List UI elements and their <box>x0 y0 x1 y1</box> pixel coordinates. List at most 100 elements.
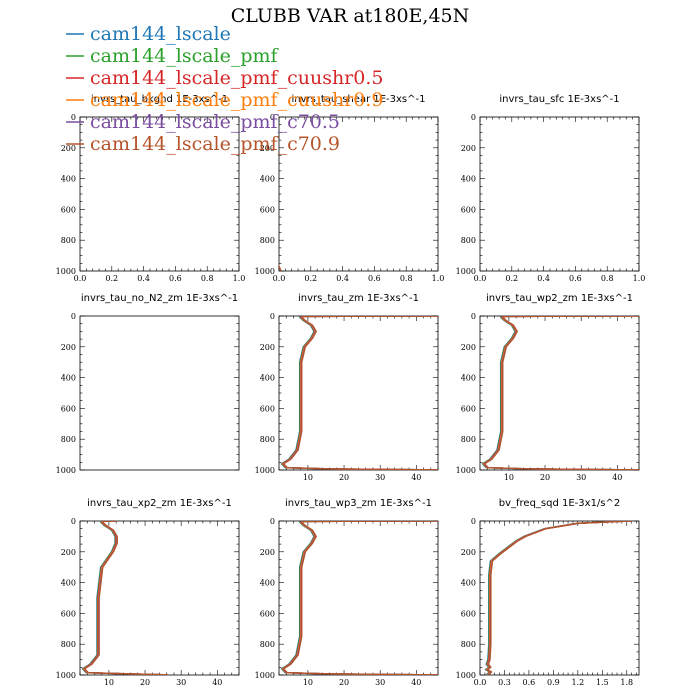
y-tick-label: 400 <box>61 374 76 383</box>
legend-label: cam144_lscale_pmf_c70.9 <box>90 133 340 155</box>
y-tick-label: 200 <box>461 548 476 557</box>
panel-title: invrs_tau_sfc 1E-3xs^-1 <box>499 94 619 105</box>
x-tick-label: 1.0 <box>633 274 646 283</box>
y-tick-label: 800 <box>61 640 76 649</box>
y-tick-label: 200 <box>61 548 76 557</box>
y-tick-label: 600 <box>61 609 76 618</box>
y-tick-label: 0 <box>471 517 476 526</box>
y-tick-label: 0 <box>71 312 76 321</box>
x-tick-label: 1.0 <box>233 274 246 283</box>
x-tick-label: 40 <box>411 678 421 687</box>
x-tick-label: 0.4 <box>537 274 550 283</box>
x-tick-label: 0.2 <box>304 274 317 283</box>
panel-4: invrs_tau_no_N2_zm 1E-3xs^-1 0 200 400 600 80… <box>56 293 240 475</box>
y-tick-label: 1000 <box>255 671 275 680</box>
x-tick-label: 30 <box>176 678 186 687</box>
x-tick-label: 0.4 <box>336 274 349 283</box>
y-tick-label: 200 <box>461 144 476 153</box>
y-tick-label: 800 <box>260 435 275 444</box>
x-tick-label: 0.9 <box>547 678 560 687</box>
y-tick-label: 400 <box>260 374 275 383</box>
y-tick-label: 600 <box>260 609 275 618</box>
y-tick-label: 600 <box>61 404 76 413</box>
y-tick-label: 400 <box>461 374 476 383</box>
x-tick-label: 1.0 <box>432 274 445 283</box>
legend-item: cam144_lscale_pmf_cuushr0.9 <box>66 89 383 111</box>
series-line-cam144_lscale_pmf_c70.9 <box>84 521 168 675</box>
legend-label: cam144_lscale_pmf <box>90 45 280 67</box>
panel-1: invrs_tau_bkgnd 1E-3xs^-1 0 200 400 600 800 10… <box>56 94 246 283</box>
x-tick-label: 0.6 <box>569 274 582 283</box>
y-tick-label: 800 <box>260 236 275 245</box>
y-tick-label: 0 <box>471 312 476 321</box>
panel-title: invrs_tau_shear 1E-3xs^-1 <box>292 94 426 105</box>
panel-title: bv_freq_sqd 1E-3x1/s^2 <box>499 498 621 509</box>
series-group <box>280 521 438 675</box>
series-group <box>81 521 168 675</box>
x-tick-label: 0.8 <box>201 274 214 283</box>
x-tick-label: 0.8 <box>601 274 614 283</box>
panel-5: invrs_tau_zm 1E-3xs^-1 0 200 400 600 800 1000 1… <box>255 293 439 482</box>
y-tick-label: 1000 <box>456 267 476 276</box>
legend-item: cam144_lscale_pmf_c70.9 <box>66 133 340 155</box>
x-tick-label: 0.8 <box>400 274 413 283</box>
panel-8: invrs_tau_wp3_zm 1E-3xs^-1 0 200 400 600 800 1… <box>255 498 439 687</box>
x-tick-label: 20 <box>339 678 349 687</box>
legend: cam144_lscalecam144_lscale_pmfcam144_lsc… <box>66 23 383 155</box>
series-group <box>280 316 438 470</box>
y-tick-label: 0 <box>270 113 275 122</box>
panel-title: invrs_tau_xp2_zm 1E-3xs^-1 <box>87 498 232 509</box>
y-tick-label: 200 <box>260 548 275 557</box>
y-tick-label: 800 <box>260 640 275 649</box>
y-tick-label: 0 <box>270 517 275 526</box>
y-tick-label: 600 <box>461 609 476 618</box>
y-tick-label: 0 <box>71 113 76 122</box>
y-tick-label: 1000 <box>456 671 476 680</box>
panel-title: invrs_tau_wp2_zm 1E-3xs^-1 <box>486 293 633 304</box>
y-tick-label: 1000 <box>456 466 476 475</box>
x-tick-label: 20 <box>140 678 150 687</box>
x-tick-label: 40 <box>212 678 222 687</box>
legend-item: cam144_lscale_pmf_cuushr0.5 <box>66 67 383 89</box>
panels-group: invrs_tau_bkgnd 1E-3xs^-1020040060080010… <box>56 94 646 687</box>
y-tick-label: 600 <box>461 205 476 214</box>
x-tick-label: 0.6 <box>169 274 182 283</box>
x-tick-label: 30 <box>576 473 586 482</box>
figure-title: CLUBB VAR at180E,45N <box>231 5 470 27</box>
y-tick-label: 200 <box>260 343 275 352</box>
x-tick-label: 0.6 <box>368 274 381 283</box>
y-tick-label: 1000 <box>56 466 76 475</box>
y-tick-label: 0 <box>471 113 476 122</box>
y-tick-label: 1000 <box>255 267 275 276</box>
x-tick-label: 1.8 <box>620 678 633 687</box>
x-tick-label: 0.0 <box>74 274 87 283</box>
series-line-cam144_lscale_pmf_c70.9 <box>486 521 633 675</box>
x-tick-label: 0.3 <box>498 678 511 687</box>
y-tick-label: 1000 <box>56 267 76 276</box>
y-tick-label: 400 <box>61 579 76 588</box>
y-tick-label: 200 <box>260 144 275 153</box>
y-tick-label: 600 <box>260 205 275 214</box>
x-tick-label: 10 <box>504 473 514 482</box>
panel-7: invrs_tau_xp2_zm 1E-3xs^-1 0 200 400 600 800 1… <box>56 498 240 687</box>
series-line-cam144_lscale_pmf_c70.9 <box>283 521 438 675</box>
y-tick-label: 400 <box>461 175 476 184</box>
panel-9: bv_freq_sqd 1E-3x1/s^2020040060080010000… <box>456 498 640 687</box>
series-group <box>481 316 639 470</box>
x-tick-label: 10 <box>303 473 313 482</box>
y-tick-label: 400 <box>61 175 76 184</box>
y-tick-label: 800 <box>61 435 76 444</box>
y-tick-label: 800 <box>461 640 476 649</box>
x-tick-label: 0.6 <box>523 678 536 687</box>
panel-title: invrs_tau_wp3_zm 1E-3xs^-1 <box>285 498 432 509</box>
series-line-cam144_lscale_pmf_c70.9 <box>484 316 639 470</box>
panel-3: invrs_tau_sfc 1E-3xs^-1 0 200 400 600 800 1000… <box>456 94 646 283</box>
y-tick-label: 200 <box>61 144 76 153</box>
legend-item: cam144_lscale_pmf <box>66 45 280 67</box>
x-tick-label: 0.0 <box>474 678 487 687</box>
panel-title: invrs_tau_bkgnd 1E-3xs^-1 <box>91 94 228 105</box>
panel-2: invrs_tau_shear 1E-3xs^-1 0 200 400 600 800 10… <box>255 94 445 283</box>
x-tick-label: 0.2 <box>505 274 518 283</box>
x-tick-label: 20 <box>339 473 349 482</box>
y-tick-label: 400 <box>260 579 275 588</box>
